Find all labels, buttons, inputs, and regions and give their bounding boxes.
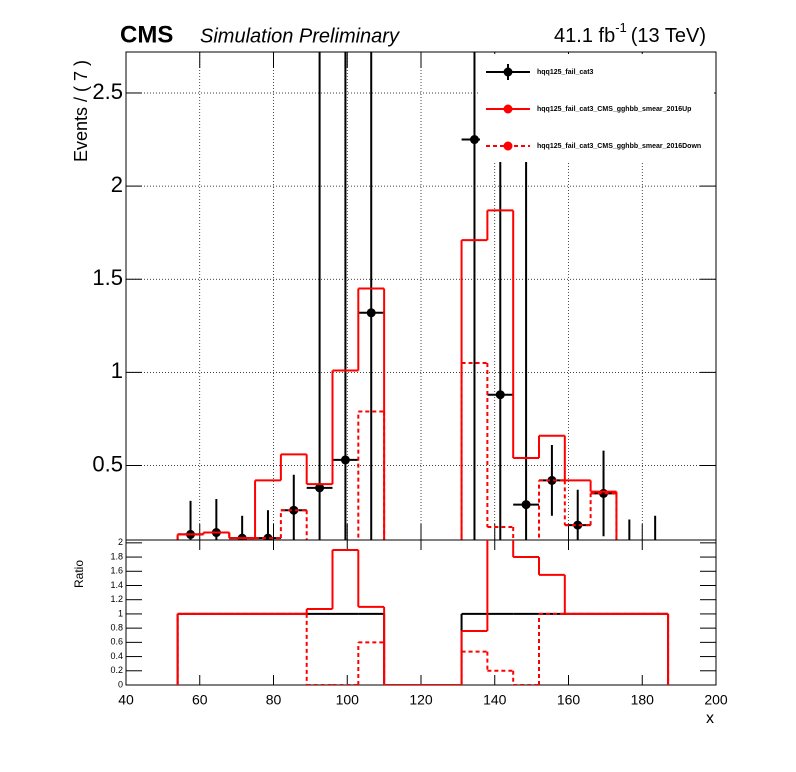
data-point bbox=[289, 505, 299, 515]
y-tick-label: 1.5 bbox=[92, 265, 123, 290]
legend-label: hqq125_fail_cat3 bbox=[537, 69, 594, 76]
y-tick-label: 2 bbox=[118, 537, 123, 547]
x-tick-label: 60 bbox=[192, 692, 208, 708]
data-point bbox=[366, 308, 376, 318]
data-point bbox=[495, 390, 505, 400]
y-tick-label: 1.6 bbox=[110, 566, 123, 576]
x-tick-label: 200 bbox=[704, 692, 728, 708]
legend-marker bbox=[503, 104, 513, 114]
x-tick-label: 100 bbox=[336, 692, 360, 708]
y-tick-label: 1 bbox=[111, 358, 123, 383]
status-label: Simulation Preliminary bbox=[200, 25, 400, 47]
plot-frame bbox=[125, 539, 717, 686]
data-point bbox=[315, 483, 325, 493]
x-tick-label: 160 bbox=[557, 692, 581, 708]
experiment: CMS bbox=[120, 21, 173, 48]
y-tick-label: 2.5 bbox=[92, 79, 123, 104]
y-tick-label: 1.4 bbox=[110, 580, 123, 590]
data-point bbox=[547, 475, 557, 485]
legend-marker bbox=[503, 141, 513, 151]
y-tick-label: 2 bbox=[111, 172, 123, 197]
lumi: 41.1 fb bbox=[554, 25, 615, 47]
legend-label: hqq125_fail_cat3_CMS_gghbb_smear_2016Dow… bbox=[537, 143, 701, 150]
lumi-label: 41.1 fb-1 (13 TeV) bbox=[554, 20, 706, 47]
data-point bbox=[340, 455, 350, 465]
y-tick-label: 0.4 bbox=[110, 651, 123, 661]
data-point bbox=[651, 545, 660, 554]
y-tick-label: 0.8 bbox=[110, 623, 123, 633]
y-axis-label: Events / ( 7 ) bbox=[71, 60, 91, 162]
y-tick-label: 1.8 bbox=[110, 551, 123, 561]
legend-label: hqq125_fail_cat3_CMS_gghbb_smear_2016Up bbox=[537, 106, 691, 113]
x-tick-label: 140 bbox=[483, 692, 507, 708]
x-axis-label: x bbox=[706, 710, 714, 727]
y-tick-label: 0 bbox=[118, 679, 123, 689]
plot-area bbox=[176, 52, 660, 558]
data-point bbox=[521, 500, 531, 510]
y-tick-label: 0.2 bbox=[110, 665, 123, 675]
x-tick-label: 80 bbox=[266, 692, 282, 708]
y-tick-label: 0.6 bbox=[110, 637, 123, 647]
x-tick-label: 180 bbox=[631, 692, 655, 708]
x-tick-label: 40 bbox=[118, 692, 134, 708]
data-point bbox=[573, 520, 583, 530]
lumi-exponent: -1 bbox=[615, 20, 627, 35]
y-axis-label: Ratio bbox=[72, 560, 86, 588]
plot-area bbox=[176, 540, 670, 685]
energy: (13 TeV) bbox=[631, 25, 706, 47]
y-tick-label: 1.2 bbox=[110, 594, 123, 604]
x-tick-label: 120 bbox=[409, 692, 433, 708]
y-tick-label: 1 bbox=[118, 608, 123, 618]
y-tick-label: 0.5 bbox=[92, 451, 123, 476]
data-point bbox=[625, 549, 634, 558]
data-point bbox=[469, 135, 479, 145]
